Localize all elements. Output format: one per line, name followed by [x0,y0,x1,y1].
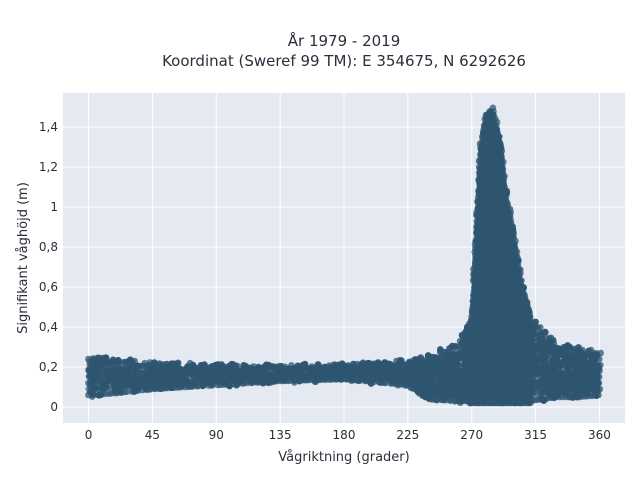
data-points [85,104,604,407]
chart-title-line1: År 1979 - 2019 [288,31,401,50]
chart-title-line2: Koordinat (Sweref 99 TM): E 354675, N 62… [162,52,526,70]
